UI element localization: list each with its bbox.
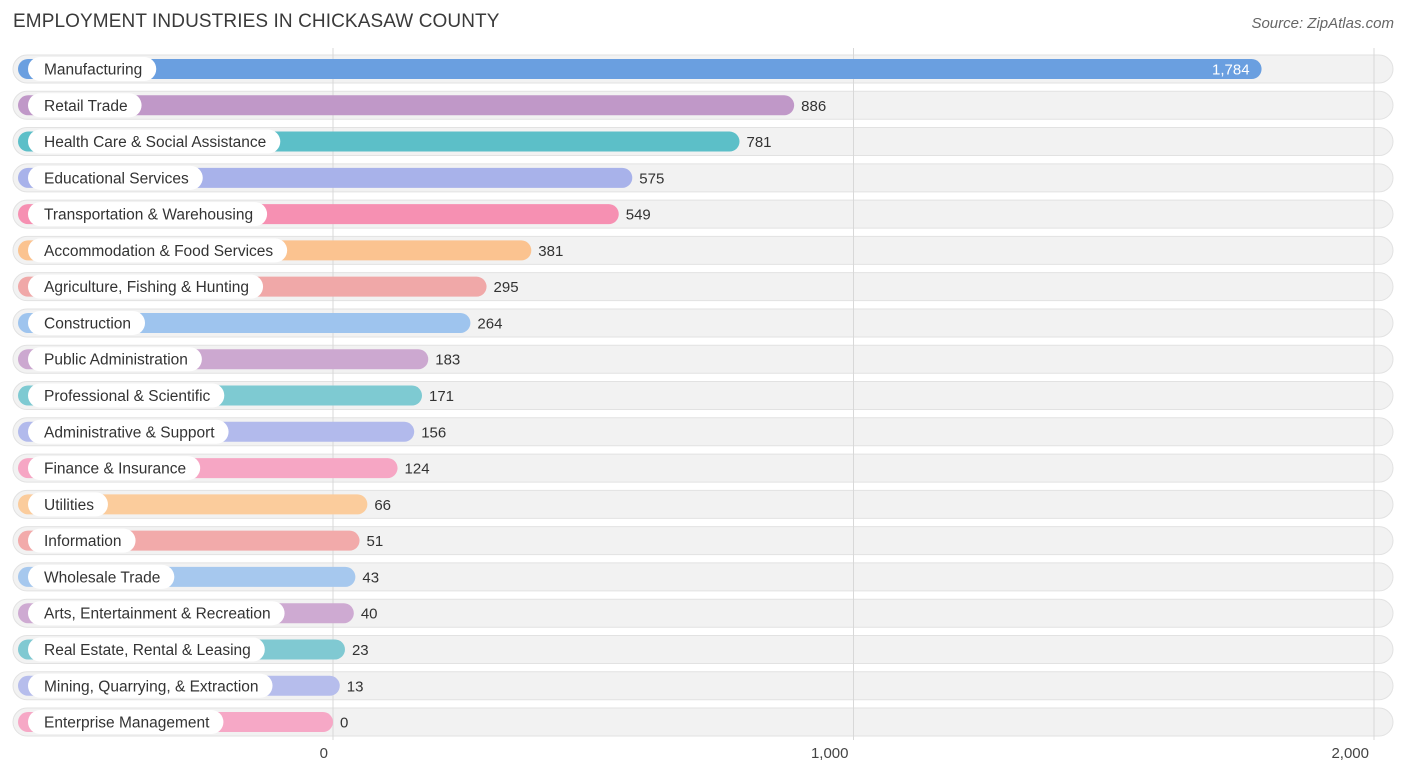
category-label: Finance & Insurance: [44, 461, 186, 478]
category-label-pill: [28, 710, 224, 735]
category-label-pill: [28, 238, 288, 263]
row-background: [12, 562, 1394, 592]
value-label: 183: [435, 352, 460, 369]
row-background: [12, 526, 1394, 556]
value-label: 886: [801, 98, 826, 115]
value-label: 781: [747, 134, 772, 151]
x-tick-label: 0: [320, 745, 328, 762]
category-label-pill: [28, 274, 264, 299]
row-background: [12, 707, 1394, 737]
category-label: Wholesale Trade: [44, 569, 160, 586]
category-label-pill: [28, 637, 265, 662]
category-label: Enterprise Management: [44, 715, 210, 732]
value-label: 549: [626, 207, 651, 224]
category-label: Retail Trade: [44, 98, 128, 115]
category-label-pill: [28, 601, 285, 626]
category-label-pill: [28, 528, 136, 553]
row-background: [12, 598, 1394, 628]
value-label: 43: [362, 569, 379, 586]
row-background: [12, 634, 1394, 664]
bar: [18, 59, 1262, 79]
category-label-pill: [28, 383, 225, 408]
category-label: Information: [44, 533, 122, 550]
category-label: Accommodation & Food Services: [44, 243, 273, 260]
value-label: 23: [352, 642, 369, 659]
value-label: 40: [361, 606, 378, 623]
category-label: Professional & Scientific: [44, 388, 211, 405]
value-label: 13: [347, 678, 364, 695]
category-label: Transportation & Warehousing: [44, 207, 253, 224]
category-label-pill: [28, 419, 229, 444]
category-label-pill: [28, 129, 281, 154]
category-label-pill: [28, 456, 201, 481]
category-label-pill: [28, 347, 202, 372]
chart-title: EMPLOYMENT INDUSTRIES IN CHICKASAW COUNT…: [13, 11, 500, 32]
value-label: 0: [340, 715, 348, 732]
x-tick-label: 1,000: [811, 745, 849, 762]
category-label-pill: [28, 57, 157, 81]
category-label: Public Administration: [44, 352, 188, 369]
category-label-pill: [28, 202, 268, 227]
value-label: 124: [405, 461, 430, 478]
category-label-pill: [28, 492, 108, 517]
category-label: Educational Services: [44, 170, 189, 187]
category-label-pill: [28, 673, 273, 698]
value-label: 156: [421, 424, 446, 441]
category-label: Administrative & Support: [44, 424, 215, 441]
category-label: Agriculture, Fishing & Hunting: [44, 279, 249, 296]
value-label: 66: [374, 497, 391, 514]
category-label: Real Estate, Rental & Leasing: [44, 642, 251, 659]
category-label: Mining, Quarrying, & Extraction: [44, 678, 259, 695]
category-label: Health Care & Social Assistance: [44, 134, 266, 151]
value-label: 51: [367, 533, 384, 550]
category-label-pill: [28, 310, 146, 335]
x-tick-label: 2,000: [1331, 745, 1369, 762]
category-label: Manufacturing: [44, 62, 142, 79]
category-label-pill: [28, 564, 175, 589]
row-background: [12, 671, 1394, 701]
value-label: 295: [494, 279, 519, 296]
value-label: 1,784: [1212, 62, 1250, 79]
category-label: Construction: [44, 315, 131, 332]
bar: [18, 95, 795, 116]
category-label: Arts, Entertainment & Recreation: [44, 606, 271, 623]
value-label: 264: [477, 315, 502, 332]
value-label: 381: [538, 243, 563, 260]
category-label: Utilities: [44, 497, 94, 514]
value-label: 171: [429, 388, 454, 405]
category-label-pill: [28, 93, 142, 118]
category-label-pill: [28, 165, 203, 190]
source-credit: Source: ZipAtlas.com: [1251, 15, 1394, 32]
value-label: 575: [639, 170, 664, 187]
